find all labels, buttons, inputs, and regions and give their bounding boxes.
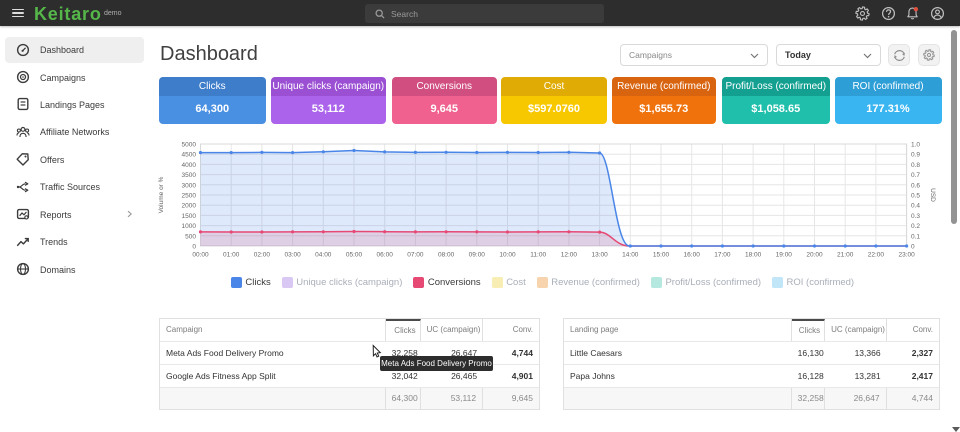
svg-text:11:00: 11:00	[530, 252, 546, 259]
svg-text:03:00: 03:00	[284, 252, 301, 259]
svg-text:0.5: 0.5	[911, 193, 920, 200]
svg-text:20:00: 20:00	[806, 252, 823, 259]
svg-text:10:00: 10:00	[499, 252, 516, 259]
svg-text:19:00: 19:00	[776, 252, 793, 259]
svg-text:2500: 2500	[182, 193, 197, 200]
svg-text:21:00: 21:00	[837, 252, 854, 259]
svg-text:0.8: 0.8	[911, 162, 920, 169]
svg-text:2000: 2000	[182, 203, 197, 210]
svg-text:08:00: 08:00	[438, 252, 455, 259]
svg-text:09:00: 09:00	[469, 252, 486, 259]
svg-text:3500: 3500	[182, 172, 197, 179]
svg-text:23:00: 23:00	[898, 252, 915, 259]
svg-text:14:00: 14:00	[622, 252, 639, 259]
svg-text:4500: 4500	[182, 152, 197, 159]
svg-text:3000: 3000	[182, 182, 197, 189]
svg-text:4000: 4000	[182, 162, 197, 169]
svg-text:5000: 5000	[182, 142, 197, 149]
svg-text:04:00: 04:00	[315, 252, 332, 259]
svg-text:0.2: 0.2	[911, 223, 920, 230]
svg-text:1500: 1500	[182, 213, 197, 220]
svg-text:1000: 1000	[182, 223, 197, 230]
svg-text:22:00: 22:00	[868, 252, 885, 259]
svg-text:0.3: 0.3	[911, 213, 920, 220]
svg-text:USD: USD	[929, 188, 936, 202]
svg-text:13:00: 13:00	[591, 252, 608, 259]
svg-text:07:00: 07:00	[407, 252, 424, 259]
svg-text:16:00: 16:00	[684, 252, 701, 259]
svg-text:12:00: 12:00	[561, 252, 578, 259]
svg-text:06:00: 06:00	[377, 252, 394, 259]
svg-text:05:00: 05:00	[346, 252, 363, 259]
svg-text:500: 500	[185, 233, 196, 240]
svg-text:Volume or %: Volume or %	[158, 176, 165, 213]
svg-text:0.9: 0.9	[911, 152, 920, 159]
svg-text:0.1: 0.1	[911, 233, 920, 240]
svg-text:02:00: 02:00	[254, 252, 271, 259]
svg-text:0.4: 0.4	[911, 203, 920, 210]
svg-text:0: 0	[192, 244, 196, 251]
svg-text:0: 0	[911, 244, 915, 251]
svg-text:18:00: 18:00	[745, 252, 762, 259]
svg-text:17:00: 17:00	[714, 252, 731, 259]
svg-text:1.0: 1.0	[911, 142, 920, 149]
svg-text:0.6: 0.6	[911, 182, 920, 189]
svg-text:15:00: 15:00	[653, 252, 670, 259]
svg-text:00:00: 00:00	[192, 252, 209, 259]
svg-text:0.7: 0.7	[911, 172, 920, 179]
svg-text:01:00: 01:00	[223, 252, 240, 259]
